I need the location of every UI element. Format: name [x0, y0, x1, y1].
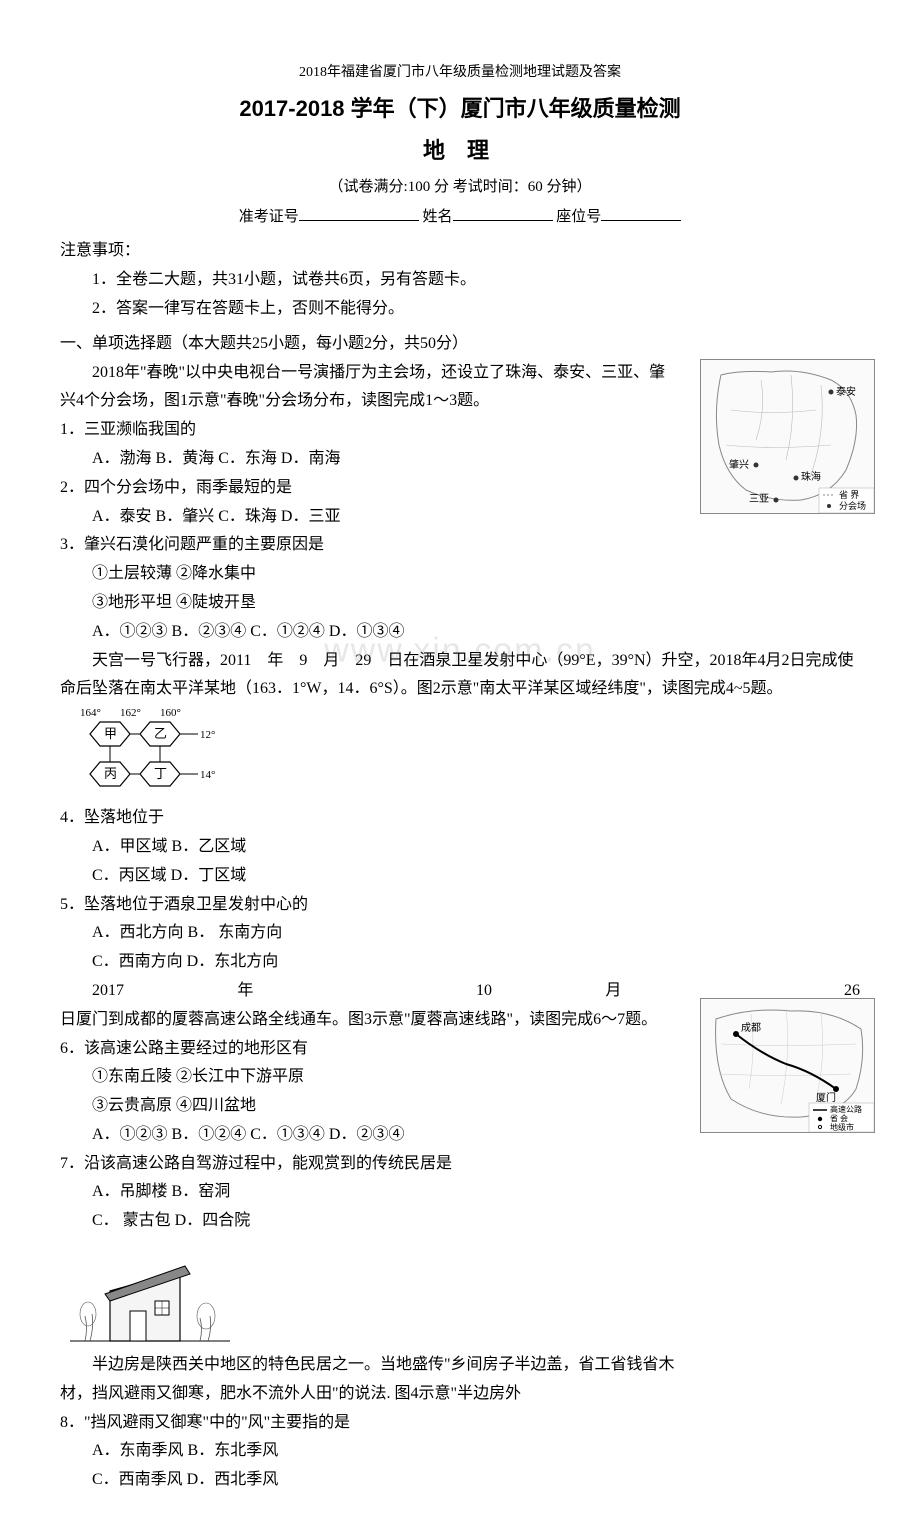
time-info: （试卷满分:100 分 考试时间：60 分钟）: [60, 174, 860, 201]
svg-text:12°: 12°: [200, 729, 215, 741]
svg-text:162°: 162°: [120, 707, 141, 719]
question-8-options-a: A．东南季风 B．东北季风: [60, 1437, 860, 1466]
question-3-options: A．①②③ B．②③④ C．①②④ D．①③④: [60, 618, 860, 647]
figure-2-grid: 164° 162° 160° 甲 乙 12° 丙 丁 14°: [60, 704, 235, 804]
seat-label: 座位号: [556, 209, 601, 225]
question-8-options-b: C．西南季风 D．西北季风: [60, 1466, 860, 1495]
section-a-heading: 一、单项选择题（本大题共25小题，每小题2分，共50分）: [60, 330, 860, 359]
intro-4: 半边房是陕西关中地区的特色民居之一。当地盛传"乡间房子半边盖，省工省钱省木材，挡…: [60, 1351, 860, 1409]
svg-text:14°: 14°: [200, 769, 215, 781]
question-8: 8．"挡风避雨又御寒"中的"风"主要指的是: [60, 1409, 860, 1438]
note-1: 1．全卷二大题，共31小题，试卷共6页，另有答题卡。: [60, 266, 860, 295]
svg-text:三亚: 三亚: [749, 494, 769, 505]
name-blank[interactable]: [453, 203, 553, 221]
svg-text:分会场: 分会场: [839, 500, 866, 511]
exam-id-blank[interactable]: [299, 203, 419, 221]
question-4-options-a: A．甲区域 B．乙区域: [60, 833, 860, 862]
svg-text:160°: 160°: [160, 707, 181, 719]
question-4: 4．坠落地位于: [60, 804, 860, 833]
exam-id-label: 准考证号: [239, 209, 299, 225]
svg-text:地级市: 地级市: [830, 1122, 854, 1132]
page-header: 2018年福建省厦门市八年级质量检测地理试题及答案: [60, 60, 860, 85]
question-4-options-b: C．丙区域 D．丁区域: [60, 862, 860, 891]
svg-text:厦门: 厦门: [816, 1091, 836, 1104]
svg-text:泰安: 泰安: [836, 385, 856, 398]
svg-text:丁: 丁: [154, 766, 167, 781]
notes-heading: 注意事项：: [60, 237, 860, 266]
svg-text:甲: 甲: [104, 726, 117, 741]
question-7-options-b: C． 蒙古包 D．四合院: [60, 1207, 860, 1236]
seat-blank[interactable]: [601, 203, 681, 221]
question-5-options-b: C．西南方向 D．东北方向: [60, 948, 860, 977]
note-2: 2．答案一律写在答题卡上，否则不能得分。: [60, 295, 860, 324]
question-5-options-a: A．西北方向 B． 东南方向: [60, 919, 860, 948]
figure-1-map: 泰安 肇兴 珠海 三亚 省 界 分会场: [700, 359, 875, 514]
figure-3-map: 成都 厦门 高速公路 省 会 地级市: [700, 998, 875, 1133]
subject-title: 地 理: [60, 131, 860, 171]
candidate-info: 准考证号 姓名 座位号: [60, 203, 860, 231]
svg-text:省 会: 省 会: [830, 1113, 848, 1123]
svg-text:164°: 164°: [80, 707, 101, 719]
intro-2: 天宫一号飞行器，2011 年 9 月 29 日在酒泉卫星发射中心（99°E，39…: [60, 647, 860, 705]
svg-text:成都: 成都: [741, 1022, 761, 1034]
question-7: 7．沿该高速公路自驾游过程中，能观赏到的传统民居是: [60, 1150, 860, 1179]
question-5: 5．坠落地位于酒泉卫星发射中心的: [60, 891, 860, 920]
svg-text:高速公路: 高速公路: [830, 1104, 862, 1114]
exam-title: 2017-2018 学年（下）厦门市八年级质量检测: [60, 89, 860, 129]
svg-text:省 界: 省 界: [839, 489, 859, 500]
question-7-options-a: A．吊脚楼 B．窑洞: [60, 1178, 860, 1207]
question-3: 3．肇兴石漠化问题严重的主要原因是: [60, 531, 860, 560]
svg-text:乙: 乙: [154, 726, 167, 741]
figure-4-house: [60, 1236, 235, 1351]
name-label: 姓名: [422, 209, 452, 225]
svg-text:珠海: 珠海: [801, 470, 821, 483]
question-3-item-a: ①土层较薄 ②降水集中: [60, 560, 860, 589]
question-3-item-b: ③地形平坦 ④陡坡开垦: [60, 589, 860, 618]
svg-text:肇兴: 肇兴: [729, 458, 749, 471]
svg-text:丙: 丙: [104, 766, 117, 781]
